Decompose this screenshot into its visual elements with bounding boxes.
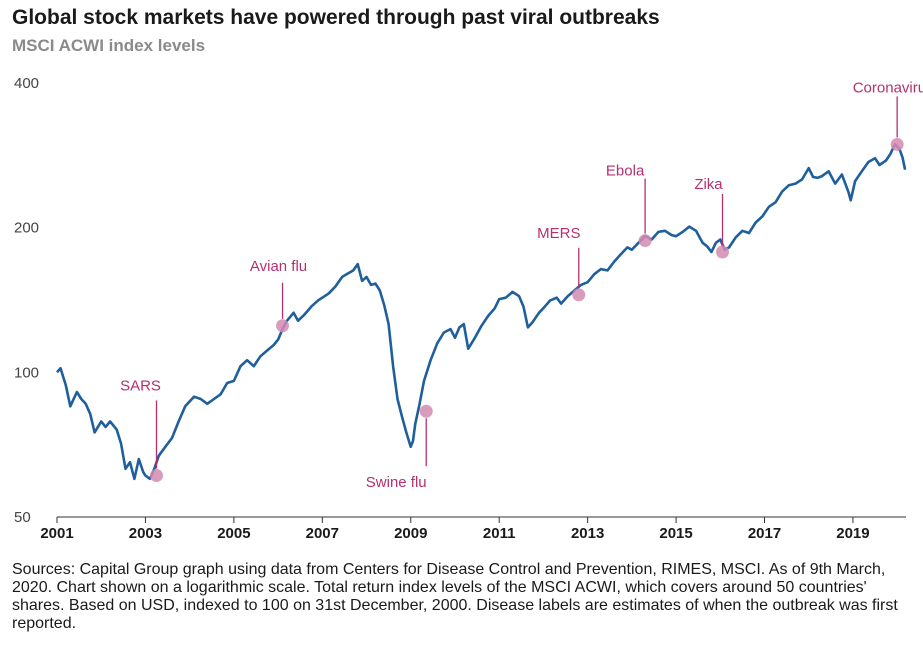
y-tick-label: 100 xyxy=(14,364,39,381)
annotation-marker xyxy=(638,234,652,248)
x-tick-label: 2017 xyxy=(748,525,781,542)
annotation-marker xyxy=(890,137,904,151)
annotation-label: Avian flu xyxy=(250,258,307,275)
msci-acwi-line xyxy=(56,143,907,481)
annotation-label: SARS xyxy=(120,377,161,394)
x-tick-label: 2011 xyxy=(483,525,516,542)
x-tick-label: 2001 xyxy=(40,525,73,542)
annotation-marker xyxy=(149,468,163,482)
annotation-marker xyxy=(572,288,586,302)
x-tick-label: 2013 xyxy=(571,525,604,542)
x-tick-label: 2009 xyxy=(394,525,427,542)
x-tick-label: 2015 xyxy=(659,525,692,542)
y-tick-label: 50 xyxy=(14,509,31,526)
annotation-label: Coronavirus xyxy=(853,79,923,96)
chart-subtitle: MSCI ACWI index levels xyxy=(12,36,206,55)
annotation-marker xyxy=(276,319,290,333)
x-tick-label: 2003 xyxy=(129,525,162,542)
source-note: Sources: Capital Group graph using data … xyxy=(12,561,898,632)
x-tick-label: 2005 xyxy=(217,525,250,542)
annotation-label: Zika xyxy=(694,176,723,193)
annotation-marker xyxy=(419,404,433,418)
x-tick-label: 2019 xyxy=(836,525,869,542)
annotation-marker xyxy=(715,245,729,259)
annotation-label: Ebola xyxy=(606,163,645,180)
line-chart: 50 100 200 400 2001 2003 2005 2007 2009 2011 2013 2… xyxy=(14,75,923,542)
y-tick-label: 200 xyxy=(14,220,39,237)
annotation-label: MERS xyxy=(537,225,580,242)
x-tick-label: 2007 xyxy=(306,525,339,542)
annotation-label: Swine flu xyxy=(366,474,427,491)
chart-title: Global stock markets have powered throug… xyxy=(12,6,660,29)
y-tick-label: 400 xyxy=(14,75,39,92)
